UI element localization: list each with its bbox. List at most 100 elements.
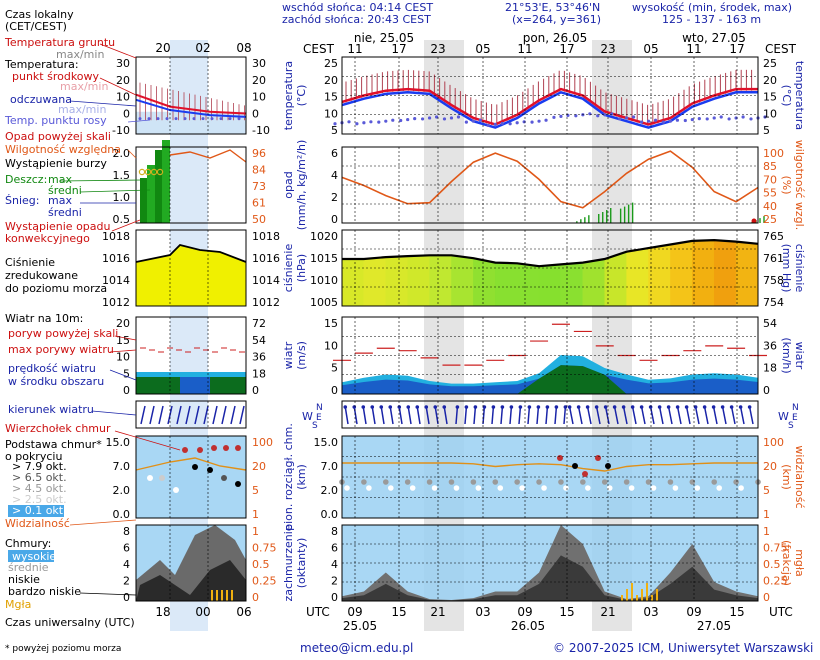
panel-frame-temp <box>341 56 759 135</box>
top-hour: 11 <box>686 42 701 56</box>
legend-left-tick: 10 <box>116 351 130 364</box>
sunset-text: zachód słońca: 20:43 CEST <box>282 13 431 26</box>
legend-text: Temperatura gruntu <box>4 36 115 49</box>
legend-text: Wiatr na 10m: <box>5 312 83 325</box>
pres-left-unit: (hPa) <box>295 254 308 282</box>
wind-arrow <box>407 406 412 425</box>
contact-email[interactable]: meteo@icm.edu.pl <box>300 641 414 655</box>
legend-text: Ciśnienie <box>5 256 55 269</box>
legend-text: max <box>48 173 72 186</box>
dew-point-dot <box>603 113 607 117</box>
cover-right-tick: 1 <box>763 525 770 538</box>
legend-right-tick: 100 <box>252 436 273 449</box>
cloud-base-dot <box>404 479 411 485</box>
wind-arrow-head <box>518 405 523 409</box>
legend-storm-dot <box>144 168 152 176</box>
wind-arrow-head <box>729 405 734 409</box>
legend-frame <box>135 229 247 307</box>
legend-right-tick: 0.25 <box>252 575 277 588</box>
top-hour: 17 <box>391 42 406 56</box>
legend-rain-bar <box>140 178 148 223</box>
cloud-base-dot <box>453 485 460 491</box>
legend-dew-dot <box>165 117 169 121</box>
wind-arrow <box>425 406 430 425</box>
cloud-base-dot <box>623 479 630 485</box>
legend-right-tick: 0.5 <box>252 558 270 571</box>
legend-cloud-dot <box>207 467 213 473</box>
legend-text: max/min <box>56 48 104 61</box>
wind-arrow <box>730 406 736 425</box>
wind-arrow <box>658 406 664 425</box>
legend-frame <box>135 400 247 429</box>
legend-pointer <box>111 219 141 232</box>
legend-dew-dot <box>174 117 178 121</box>
dew-point-dot <box>690 117 694 122</box>
pres-left-tick: 1015 <box>310 252 338 265</box>
precip-right-tick: 100 <box>763 147 784 160</box>
legend-text: Wilgotność względna <box>5 143 121 156</box>
bottom-hour: 15 <box>559 605 574 619</box>
pres-left-tick: 1010 <box>310 274 338 287</box>
wind-arrow-head <box>464 405 469 409</box>
cloud-base-dot <box>361 479 367 485</box>
cloud-base-dot <box>344 485 350 491</box>
legend-left-tick: -10 <box>112 124 130 137</box>
legend-text: punkt środkowy <box>12 70 100 83</box>
wind-arrow-head <box>576 405 581 409</box>
legend-pointer <box>127 149 137 159</box>
wind-arrow <box>380 406 385 425</box>
dew-point-dot <box>705 117 709 121</box>
pressure-fill <box>341 258 365 307</box>
legend-left-tick: 2.0 <box>113 147 131 160</box>
wind-arrow-head <box>621 405 626 409</box>
legend-frame <box>135 435 247 519</box>
wind-arrow <box>721 406 727 425</box>
legend-utc-hour: 18 <box>155 605 170 619</box>
wind-arrow-head <box>491 405 496 409</box>
legend-utc-hour: 06 <box>236 605 251 619</box>
dew-point-dot <box>413 117 417 121</box>
legend-text: poryw powyżej skali <box>8 327 118 340</box>
wind-arrow-head <box>442 405 447 409</box>
dew-point-dot <box>362 121 366 125</box>
bottom-hour: 21 <box>430 605 445 619</box>
wind-arrow-head <box>639 405 644 409</box>
legend-pointer <box>109 349 137 353</box>
legend-wind-arrow <box>149 405 155 425</box>
legend-storm-dot <box>150 168 158 176</box>
dew-point-dot <box>399 118 403 123</box>
legend-storm-dot <box>156 168 164 176</box>
legend-cloud-dot <box>147 475 153 481</box>
pres-right-tick: 758 <box>763 274 784 287</box>
legend-frame <box>135 316 247 395</box>
cloud-base-dot <box>382 479 389 485</box>
cover-right-tick: 0.75 <box>763 542 788 555</box>
legend-text: Temp. punktu rosy <box>4 114 107 127</box>
pres-left-tick: 1020 <box>310 230 338 243</box>
cloud-base-dot <box>514 479 520 485</box>
cover-right-tick: 0 <box>763 591 770 604</box>
cover-right-tick: 0.5 <box>763 558 781 571</box>
legend-left-tick: 1016 <box>102 252 130 265</box>
legend-text: max/min <box>58 103 106 116</box>
dew-point-dot <box>544 118 548 122</box>
legend-wind-mid <box>180 377 210 394</box>
legend-okt: > 0.1 okt. <box>12 504 67 517</box>
top-hour: 11 <box>517 42 532 56</box>
legend-rain-bar <box>155 150 163 223</box>
grid-clouds <box>342 436 758 518</box>
humidity-line <box>341 150 759 209</box>
dew-point-dot <box>719 115 723 119</box>
dew-point-dot <box>763 115 767 119</box>
wind-arrow-head <box>630 405 635 409</box>
wind-arrow-head <box>648 405 653 409</box>
legend-right-tick: 0 <box>252 384 259 397</box>
cover-left-unit: (oktanty) <box>295 538 308 589</box>
legend-pressure-fill <box>136 245 246 306</box>
legend-local-time2: (CET/CEST) <box>5 20 67 33</box>
dew-point-dot <box>618 117 622 121</box>
grid-wind <box>342 317 758 394</box>
precip-right-tick: 70 <box>763 173 777 186</box>
pres-right-title: ciśnienie <box>793 244 806 293</box>
